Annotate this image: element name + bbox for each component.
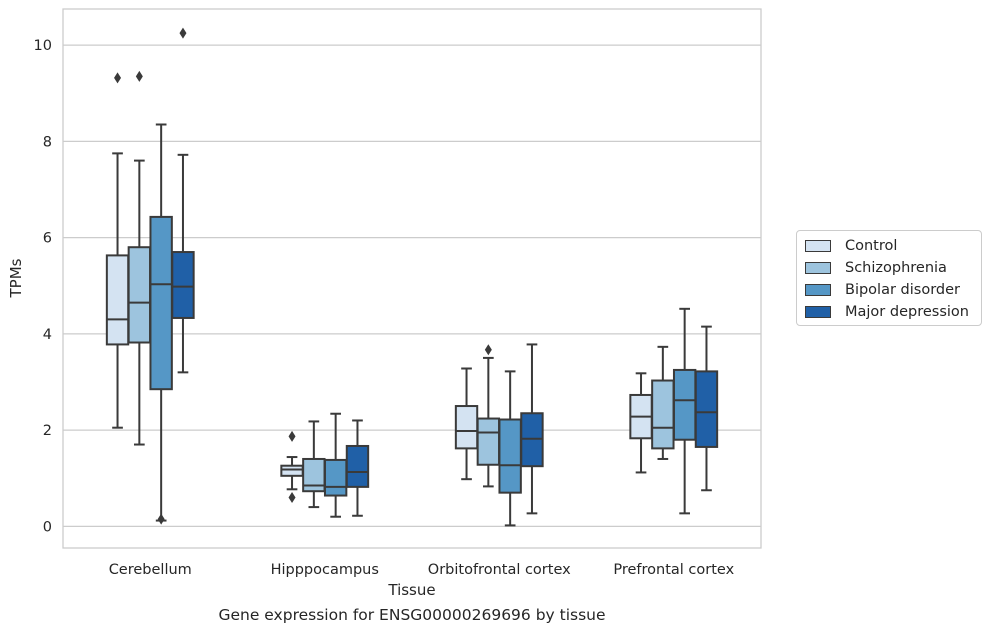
legend-label-bipolar-disorder: Bipolar disorder [845, 282, 960, 298]
iqr-box-control-cerebellum [105, 254, 130, 346]
chart-caption: Gene expression for ENSG00000269696 by t… [218, 606, 606, 624]
y-tick-label-8: 8 [43, 134, 52, 150]
box-schizophrenia-prefrontal-cortex [651, 345, 675, 460]
outlier-schizophrenia-orbitofrontal-cortex-0 [484, 344, 492, 356]
legend-item-bipolar-disorder: Bipolar disorder [805, 280, 960, 300]
x-tick-label-orbitofrontal-cortex: Orbitofrontal cortex [428, 562, 571, 578]
y-tick-label-10: 10 [34, 38, 52, 54]
box-schizophrenia-orbitofrontal-cortex [476, 344, 501, 488]
legend-swatch-control [805, 240, 831, 252]
legend-swatch-bipolar-disorder [805, 284, 831, 296]
outlier-control-hipppocampus-1 [288, 491, 296, 503]
x-axis-label: Tissue [387, 581, 435, 599]
x-tick-label-hipppocampus: Hipppocampus [271, 562, 379, 578]
legend-swatch-major-depression [805, 306, 831, 318]
iqr-box-schizophrenia-orbitofrontal-cortex [476, 417, 501, 466]
iqr-box-control-hipppocampus [280, 464, 304, 477]
y-axis-label: TPMs [7, 258, 25, 298]
y-tick-label-2: 2 [43, 423, 52, 439]
outlier-control-hipppocampus-0 [288, 430, 296, 442]
legend-label-schizophrenia: Schizophrenia [845, 260, 947, 276]
box-bipolar-disorder-prefrontal-cortex [672, 307, 697, 515]
x-tick-label-prefrontal-cortex: Prefrontal cortex [613, 562, 734, 578]
iqr-box-bipolar-disorder-orbitofrontal-cortex [498, 418, 522, 494]
box-bipolar-disorder-hipppocampus [323, 412, 348, 518]
outlier-control-cerebellum-0 [114, 72, 122, 84]
legend: Control Schizophrenia Bipolar disorder M… [796, 230, 982, 326]
iqr-box-major-depression-hipppocampus [345, 444, 370, 488]
box-control-prefrontal-cortex [629, 372, 653, 474]
outlier-bipolar-disorder-cerebellum-0 [157, 513, 165, 525]
legend-label-major-depression: Major depression [845, 304, 969, 320]
iqr-box-bipolar-disorder-prefrontal-cortex [672, 368, 697, 441]
box-bipolar-disorder-orbitofrontal-cortex [498, 370, 522, 527]
box-major-depression-hipppocampus [345, 419, 370, 517]
iqr-box-major-depression-prefrontal-cortex [694, 370, 719, 448]
legend-item-control: Control [805, 236, 897, 256]
box-major-depression-prefrontal-cortex [694, 325, 719, 492]
legend-label-control: Control [845, 238, 898, 254]
iqr-box-major-depression-cerebellum [171, 251, 195, 319]
box-control-orbitofrontal-cortex [454, 367, 479, 481]
iqr-box-schizophrenia-prefrontal-cortex [651, 379, 675, 450]
y-tick-label-6: 6 [43, 231, 52, 247]
legend-swatch-schizophrenia [805, 262, 831, 274]
y-tick-label-0: 0 [43, 519, 52, 535]
outlier-major-depression-cerebellum-0 [179, 27, 187, 39]
iqr-box-schizophrenia-cerebellum [127, 246, 152, 344]
axes: 0 2 4 6 8 10 Cerebellum Hipppocampus Orbitofront… [34, 38, 735, 578]
y-tick-label-4: 4 [43, 327, 52, 343]
iqr-box-bipolar-disorder-hipppocampus [323, 458, 348, 497]
iqr-box-control-orbitofrontal-cortex [454, 405, 479, 450]
x-tick-label-cerebellum: Cerebellum [109, 562, 192, 578]
box-major-depression-cerebellum [171, 27, 195, 374]
legend-item-major-depression: Major depression [805, 302, 969, 322]
boxes [105, 27, 719, 527]
box-major-depression-orbitofrontal-cortex [520, 343, 544, 515]
legend-item-schizophrenia: Schizophrenia [805, 258, 947, 278]
outlier-schizophrenia-cerebellum-0 [135, 70, 143, 82]
iqr-box-bipolar-disorder-cerebellum [149, 215, 173, 391]
